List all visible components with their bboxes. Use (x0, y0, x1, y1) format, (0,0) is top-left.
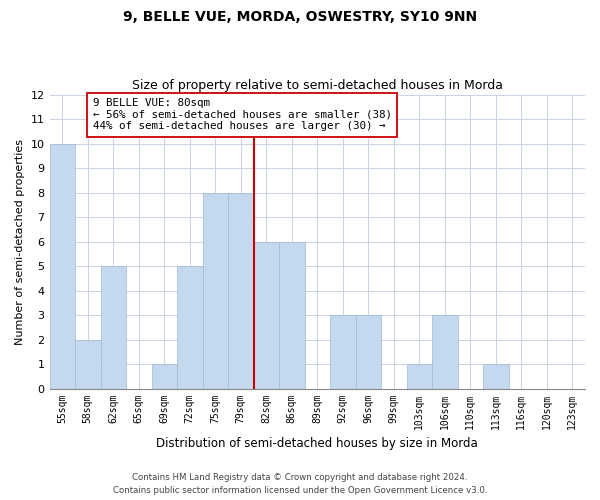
Bar (483, 364, 509, 388)
Y-axis label: Number of semi-detached properties: Number of semi-detached properties (15, 138, 25, 344)
Bar (330, 315, 356, 388)
Text: Contains HM Land Registry data © Crown copyright and database right 2024.
Contai: Contains HM Land Registry data © Crown c… (113, 474, 487, 495)
Bar (50, 144, 75, 388)
Bar (228, 192, 254, 388)
Text: 9 BELLE VUE: 80sqm
← 56% of semi-detached houses are smaller (38)
44% of semi-de: 9 BELLE VUE: 80sqm ← 56% of semi-detache… (93, 98, 392, 132)
Bar (356, 315, 381, 388)
Bar (407, 364, 432, 388)
Bar (203, 192, 228, 388)
Text: 9, BELLE VUE, MORDA, OSWESTRY, SY10 9NN: 9, BELLE VUE, MORDA, OSWESTRY, SY10 9NN (123, 10, 477, 24)
Bar (432, 315, 458, 388)
Bar (279, 242, 305, 388)
Bar (75, 340, 101, 388)
X-axis label: Distribution of semi-detached houses by size in Morda: Distribution of semi-detached houses by … (157, 437, 478, 450)
Title: Size of property relative to semi-detached houses in Morda: Size of property relative to semi-detach… (132, 79, 503, 92)
Bar (152, 364, 177, 388)
Bar (254, 242, 279, 388)
Bar (177, 266, 203, 388)
Bar (101, 266, 126, 388)
